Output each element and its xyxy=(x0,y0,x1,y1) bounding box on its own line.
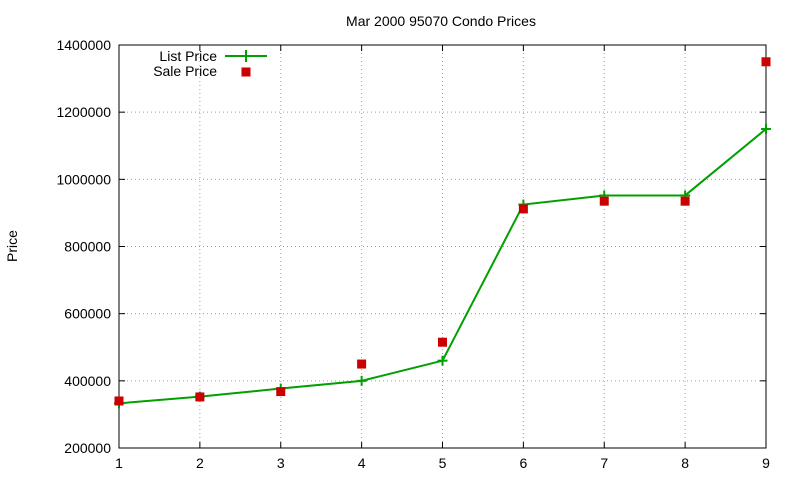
sale-price-point xyxy=(357,359,367,369)
chart-title: Mar 2000 95070 Condo Prices xyxy=(346,13,536,29)
legend: List Price Sale Price xyxy=(153,48,267,79)
x-tick-label: 6 xyxy=(519,455,527,471)
x-tick-label: 3 xyxy=(277,455,285,471)
y-tick-label: 1200000 xyxy=(56,104,111,120)
sale-price-point xyxy=(680,196,690,206)
sale-price-point xyxy=(518,204,528,214)
legend-label-list-price: List Price xyxy=(159,48,217,64)
sale-price-point xyxy=(599,196,609,206)
legend-marker-list-price xyxy=(240,50,252,62)
plot-border xyxy=(118,44,767,449)
y-tick-label: 200000 xyxy=(64,440,111,456)
list-price-point xyxy=(761,123,771,134)
tick-labels: 2000004000006000008000001000000120000014… xyxy=(56,37,770,471)
sale-price-point xyxy=(438,337,447,347)
list-price-point xyxy=(437,355,448,366)
y-tick-label: 800000 xyxy=(64,239,111,255)
x-tick-label: 1 xyxy=(115,455,123,471)
x-tick-label: 9 xyxy=(762,455,770,471)
x-tick-label: 8 xyxy=(681,455,689,471)
series xyxy=(114,57,771,409)
sale-price-point xyxy=(761,57,771,67)
sale-price-point xyxy=(114,396,124,406)
y-tick-label: 400000 xyxy=(64,373,111,389)
legend-label-sale-price: Sale Price xyxy=(153,63,217,79)
sale-price-point xyxy=(195,392,205,402)
x-tick-label: 5 xyxy=(439,455,447,471)
grid xyxy=(118,44,767,449)
sale-price-point xyxy=(276,387,286,397)
legend-marker-sale-price xyxy=(241,67,251,77)
y-tick-label: 1000000 xyxy=(56,171,111,187)
x-tick-label: 7 xyxy=(600,455,608,471)
x-tick-label: 4 xyxy=(358,455,366,471)
y-tick-label: 1400000 xyxy=(56,37,111,53)
x-tick-label: 2 xyxy=(196,455,204,471)
list-price-point xyxy=(356,375,367,386)
y-axis-label: Price xyxy=(4,230,20,262)
y-tick-label: 600000 xyxy=(64,306,111,322)
